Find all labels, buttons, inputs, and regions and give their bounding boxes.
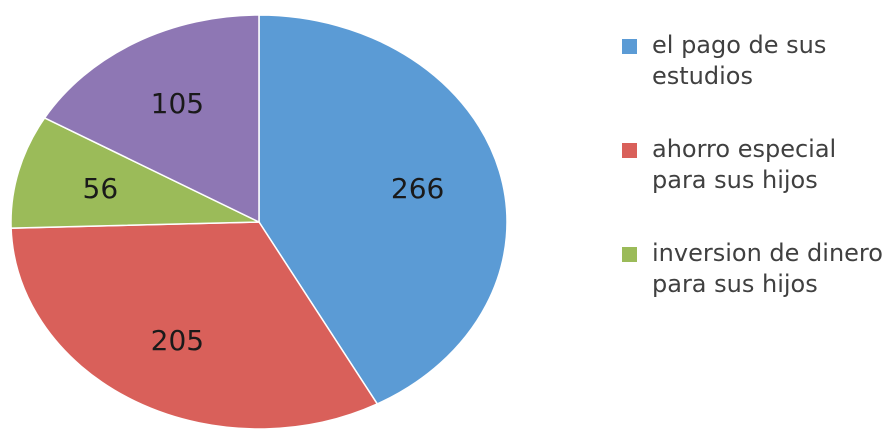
slice-value-label: 205 (151, 324, 204, 357)
legend-item-pago-estudios: el pago de sus estudios (622, 30, 886, 92)
legend-label: inversion de dinero para sus hijos (652, 239, 883, 298)
legend-item-ahorro-especial: ahorro especial para sus hijos (622, 134, 886, 196)
pie-slice-2 (10, 116, 260, 229)
legend-swatch-green (622, 247, 637, 262)
pie-slice-0 (258, 14, 508, 405)
pie-slice-1 (10, 221, 379, 430)
pie-chart: 266 205 56 105 (10, 14, 508, 430)
legend-label: ahorro especial para sus hijos (652, 135, 837, 194)
legend-item-inversion-dinero: inversion de dinero para sus hijos (622, 238, 886, 300)
pie-slice-3 (43, 14, 260, 224)
slice-value-label: 105 (151, 87, 204, 120)
legend-label: el pago de sus estudios (652, 31, 827, 90)
legend-swatch-blue (622, 39, 637, 54)
slice-value-label: 56 (83, 172, 119, 205)
chart-legend: el pago de sus estudios ahorro especial … (622, 30, 886, 342)
legend-swatch-red (622, 143, 637, 158)
slice-value-label: 266 (391, 172, 444, 205)
